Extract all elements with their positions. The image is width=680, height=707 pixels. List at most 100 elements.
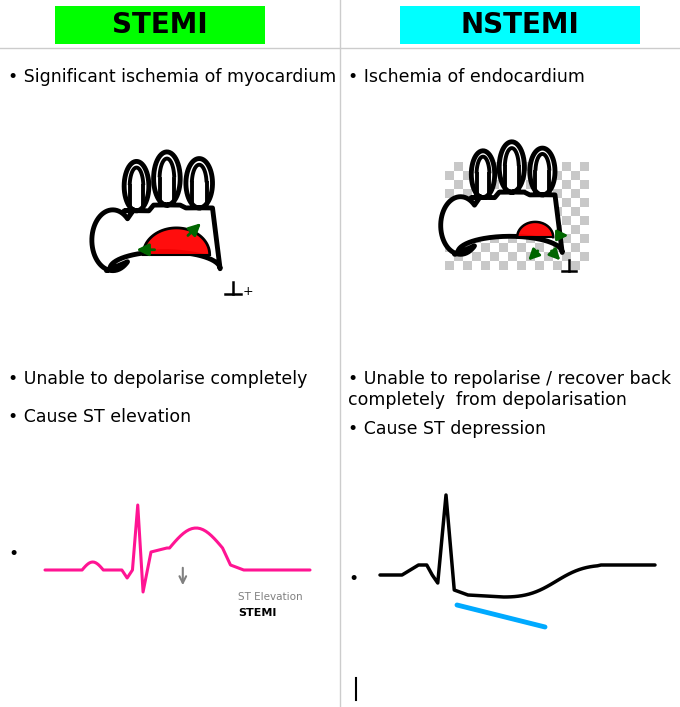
Bar (571, 206, 580, 216)
Bar (508, 233, 517, 243)
Bar (472, 233, 481, 243)
Bar (526, 233, 535, 243)
Bar (517, 206, 526, 216)
Bar (580, 252, 589, 261)
Text: STEMI: STEMI (239, 608, 277, 618)
Bar (526, 162, 535, 170)
Bar (445, 243, 454, 252)
Bar (580, 197, 589, 206)
Bar (454, 197, 463, 206)
Bar (517, 225, 526, 233)
Bar (562, 197, 571, 206)
Bar (526, 216, 535, 225)
Bar (490, 197, 499, 206)
FancyBboxPatch shape (55, 6, 265, 44)
Bar (517, 243, 526, 252)
Bar (472, 180, 481, 189)
Bar (571, 189, 580, 197)
Bar (535, 170, 544, 180)
Bar (580, 216, 589, 225)
Bar (481, 170, 490, 180)
Text: •: • (348, 570, 358, 588)
Bar (544, 180, 554, 189)
Bar (454, 252, 463, 261)
Polygon shape (517, 222, 554, 238)
Bar (554, 189, 562, 197)
Text: ST Elevation: ST Elevation (239, 592, 303, 602)
Bar (472, 197, 481, 206)
Bar (445, 225, 454, 233)
Bar (499, 189, 508, 197)
Bar (571, 170, 580, 180)
Bar (463, 243, 472, 252)
Bar (481, 206, 490, 216)
Bar (535, 261, 544, 269)
Bar (554, 261, 562, 269)
Bar (571, 243, 580, 252)
Bar (463, 189, 472, 197)
FancyBboxPatch shape (400, 6, 640, 44)
Bar (571, 225, 580, 233)
Bar (535, 243, 544, 252)
Bar (554, 243, 562, 252)
Bar (508, 180, 517, 189)
Bar (562, 162, 571, 170)
Polygon shape (92, 152, 220, 271)
Text: • Ischemia of endocardium: • Ischemia of endocardium (348, 68, 585, 86)
Bar (445, 261, 454, 269)
Bar (463, 261, 472, 269)
Text: NSTEMI: NSTEMI (460, 11, 579, 39)
Bar (454, 162, 463, 170)
Bar (562, 233, 571, 243)
Bar (580, 162, 589, 170)
Text: STEMI: STEMI (112, 11, 208, 39)
Bar (508, 216, 517, 225)
Text: •: • (8, 545, 18, 563)
Bar (580, 233, 589, 243)
Bar (472, 216, 481, 225)
Bar (445, 206, 454, 216)
Bar (508, 197, 517, 206)
Bar (445, 189, 454, 197)
Bar (499, 261, 508, 269)
Text: • Unable to repolarise / recover back
completely  from depolarisation: • Unable to repolarise / recover back co… (348, 370, 671, 409)
Text: • Unable to depolarise completely: • Unable to depolarise completely (8, 370, 307, 388)
Text: • Cause ST depression: • Cause ST depression (348, 420, 546, 438)
Bar (472, 162, 481, 170)
Bar (490, 216, 499, 225)
Bar (554, 206, 562, 216)
Bar (445, 170, 454, 180)
Bar (535, 225, 544, 233)
Text: +: + (242, 285, 253, 298)
Text: • Significant ischemia of myocardium: • Significant ischemia of myocardium (8, 68, 336, 86)
Bar (544, 216, 554, 225)
Bar (499, 225, 508, 233)
Bar (535, 189, 544, 197)
Bar (580, 180, 589, 189)
Bar (454, 233, 463, 243)
Bar (490, 252, 499, 261)
Bar (472, 252, 481, 261)
Bar (454, 216, 463, 225)
Bar (481, 225, 490, 233)
Bar (554, 225, 562, 233)
Bar (508, 162, 517, 170)
Bar (571, 261, 580, 269)
Polygon shape (143, 228, 209, 255)
Bar (544, 233, 554, 243)
Bar (544, 197, 554, 206)
Bar (490, 162, 499, 170)
Bar (481, 189, 490, 197)
Polygon shape (441, 142, 562, 255)
Bar (517, 170, 526, 180)
Bar (517, 261, 526, 269)
Bar (562, 180, 571, 189)
Bar (490, 233, 499, 243)
Bar (544, 162, 554, 170)
Bar (554, 170, 562, 180)
Bar (562, 252, 571, 261)
Bar (463, 206, 472, 216)
Bar (517, 189, 526, 197)
Bar (499, 206, 508, 216)
Bar (454, 180, 463, 189)
